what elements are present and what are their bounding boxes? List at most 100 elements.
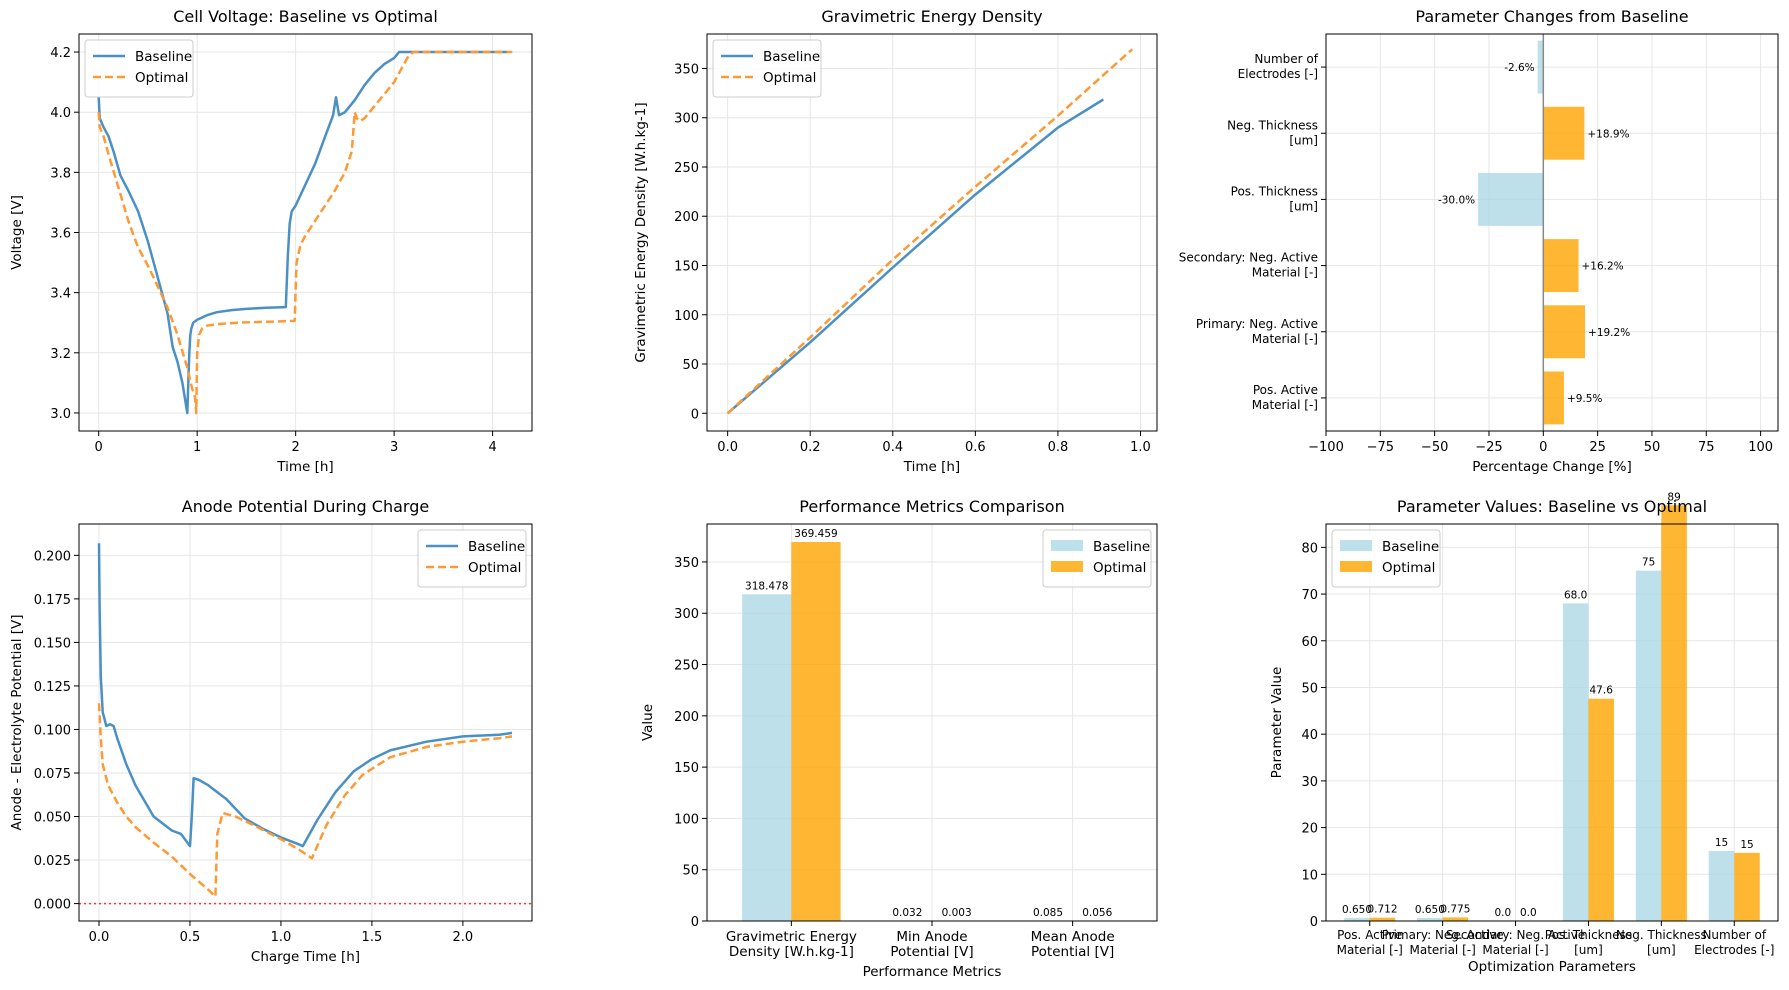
x-tick-label-line: Density [W.h.kg-1]	[729, 944, 854, 960]
y-tick-label: 50	[682, 358, 699, 373]
legend-box	[417, 529, 527, 588]
y-tick-label: 350	[674, 62, 699, 77]
chart-title: Cell Voltage: Baseline vs Optimal	[173, 7, 438, 26]
y-tick-label: Number of Electrodes [-]	[1238, 52, 1319, 81]
x-axis-label: Time [h]	[276, 459, 333, 475]
x-tick-label: 4	[488, 440, 496, 455]
bar	[1543, 106, 1585, 160]
bar-label: 0.712	[1367, 904, 1397, 916]
legend-label: Baseline	[135, 49, 192, 65]
x-tick-label-line: Electrodes [-]	[1694, 943, 1774, 957]
chart-anode_potential: 0.0 0.5 1.0 1.5 2.0 0.000 0.025 0.050 0.075 0.100…	[9, 497, 533, 965]
x-tick-label-line: Min Anode	[896, 929, 967, 945]
bar-optimal	[791, 541, 841, 921]
x-tick-label: −75	[1367, 440, 1394, 455]
bar-label: 89	[1667, 491, 1680, 503]
bar	[1543, 239, 1579, 293]
series-line-baseline	[97, 50, 508, 415]
bar-optimal	[1442, 917, 1469, 921]
y-tick-label-line: [um]	[1289, 199, 1318, 213]
bar	[1537, 40, 1544, 94]
bar-label: -30.0%	[1438, 194, 1475, 206]
y-tick-label: 0.200	[34, 549, 71, 564]
bar	[1543, 305, 1586, 359]
x-tick-label: 0.0	[89, 930, 110, 945]
bar-label: 0.056	[1082, 907, 1112, 919]
bar-baseline	[1562, 603, 1589, 921]
series-line-optimal	[97, 50, 513, 415]
y-tick-label: 70	[1301, 588, 1318, 603]
y-tick-label: Pos. Thickness [um]	[1231, 184, 1318, 213]
x-tick-label: −25	[1475, 440, 1502, 455]
series-line-baseline	[97, 543, 513, 848]
y-tick-label: 30	[1301, 775, 1318, 790]
series-line-baseline	[726, 98, 1104, 415]
x-tick-label: 25	[1589, 440, 1606, 455]
bar-label: 68.0	[1564, 589, 1587, 601]
y-tick-label: 0.000	[34, 898, 71, 913]
legend-label: Optimal	[135, 70, 188, 86]
y-tick-label-line: Neg. Thickness	[1227, 118, 1318, 132]
legend: Baseline Optimal	[1331, 529, 1441, 588]
y-tick-label-line: Pos. Active	[1253, 383, 1318, 397]
x-axis-label: Charge Time [h]	[251, 949, 360, 965]
x-tick-label-line: Potential [V]	[1031, 944, 1114, 960]
chart-cell_voltage: 0 1 2 3 4 3.0 3.2 3.4 3.6 3.8 4.0 4.2 Cell Voltage: …	[9, 7, 533, 475]
y-tick-label: 60	[1301, 635, 1318, 650]
bar-label: 47.6	[1590, 685, 1614, 697]
x-tick-label-line: Gravimetric Energy	[726, 929, 857, 945]
legend-label: Baseline	[763, 49, 820, 65]
x-tick-label: Number of Electrodes [-]	[1694, 928, 1774, 957]
bar-label: 0.003	[942, 907, 972, 919]
x-axis-label: Performance Metrics	[863, 964, 1002, 980]
bar-label: +19.2%	[1588, 327, 1630, 339]
bar-label: 318.478	[745, 580, 788, 592]
y-tick-label: 300	[674, 112, 699, 127]
y-tick-label: 3.0	[50, 407, 71, 422]
bar-label: 0.0	[1494, 907, 1511, 919]
x-tick-label: 1.5	[362, 930, 383, 945]
bar-label: 0.650	[1415, 904, 1445, 916]
y-tick-label: 350	[674, 556, 699, 571]
x-tick-label: 0.8	[1048, 440, 1069, 455]
plot-frame	[1325, 33, 1779, 432]
legend: Baseline Optimal	[1042, 529, 1152, 588]
y-tick-label-line: [um]	[1289, 133, 1318, 147]
x-tick-label: Mean Anode Potential [V]	[1031, 929, 1115, 960]
legend-label: Baseline	[1093, 539, 1150, 555]
plot-frame	[1325, 523, 1779, 922]
bar-optimal	[1661, 505, 1687, 921]
x-tick-label-line: [um]	[1574, 943, 1603, 957]
x-tick-label: Secondary: Neg. Active Material [-]	[1446, 928, 1585, 957]
bar-label: 0.775	[1440, 903, 1470, 915]
bar-label: +9.5%	[1567, 393, 1602, 405]
bar-label: 15	[1740, 839, 1753, 851]
legend: Baseline Optimal	[84, 39, 194, 98]
y-tick-label: 100	[674, 812, 699, 827]
x-tick-label: 100	[1748, 440, 1773, 455]
x-tick-label-line: Material [-]	[1337, 943, 1403, 957]
legend-label: Optimal	[1093, 560, 1146, 576]
chart-title: Parameter Values: Baseline vs Optimal	[1397, 497, 1707, 516]
bar-label: 0.650	[1342, 904, 1372, 916]
bar-label: -2.6%	[1504, 62, 1534, 74]
y-tick-label: 20	[1301, 822, 1318, 837]
x-tick-label: Pos. Active Material [-]	[1337, 928, 1403, 957]
chart-performance_metrics: 0 50 100 150 200 250 300 350 Gravimetric Energy D…	[640, 497, 1158, 980]
bar-label: 0.0	[1520, 907, 1537, 919]
x-tick-label-line: Material [-]	[1482, 943, 1548, 957]
y-tick-label: 100	[674, 309, 699, 324]
y-tick-label: 0.175	[34, 593, 71, 608]
x-tick-label: 0	[1539, 440, 1547, 455]
y-tick-label: 0.050	[34, 811, 71, 826]
chart-title: Performance Metrics Comparison	[799, 497, 1064, 516]
series-line-optimal	[726, 48, 1134, 415]
legend-box	[712, 39, 822, 98]
bar-optimal	[1588, 698, 1614, 921]
bar	[1478, 172, 1544, 226]
y-axis-label: Gravimetric Energy Density [W.h.kg-1]	[633, 102, 649, 362]
legend-swatch	[1340, 561, 1372, 572]
y-tick-label: Secondary: Neg. Active Material [-]	[1179, 251, 1318, 280]
legend-label: Baseline	[1382, 539, 1439, 555]
